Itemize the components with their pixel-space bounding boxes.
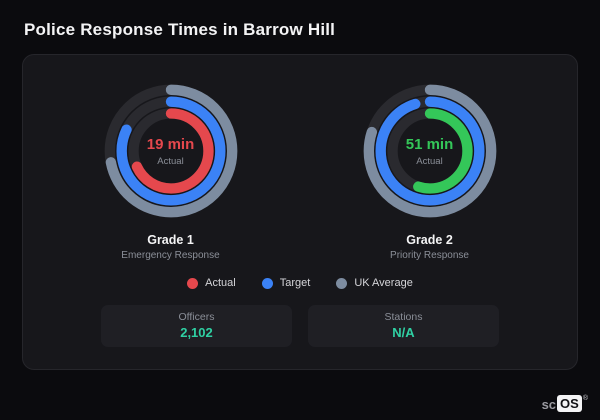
registered-mark-icon: ® bbox=[582, 395, 588, 402]
legend-label: Actual bbox=[205, 277, 236, 289]
watermark-prefix: sc bbox=[541, 397, 557, 412]
gauge-subtitle: Priority Response bbox=[390, 250, 469, 261]
ring-target bbox=[115, 96, 226, 206]
gauge-subtitle: Emergency Response bbox=[121, 250, 220, 261]
gauge-chart-grade-1: 19 min Actual bbox=[97, 77, 245, 225]
stat-label: Officers bbox=[178, 311, 215, 323]
chart-legend: Actual Target UK Average bbox=[41, 277, 559, 289]
response-times-card: 19 min Actual Grade 1 Emergency Response 51 … bbox=[22, 54, 578, 370]
ring-uk-average bbox=[363, 84, 496, 218]
gauges-row: 19 min Actual Grade 1 Emergency Response 51 … bbox=[41, 77, 559, 261]
gauge-grade-1: 19 min Actual Grade 1 Emergency Response bbox=[41, 77, 300, 261]
gauge-grade-2: 51 min Actual Grade 2 Priority Response bbox=[300, 77, 559, 261]
stat-label: Stations bbox=[384, 311, 423, 323]
ring-target bbox=[374, 96, 485, 206]
ring-actual bbox=[127, 108, 214, 194]
legend-item-actual[interactable]: Actual bbox=[187, 277, 236, 289]
stats-row: Officers 2,102 Stations N/A bbox=[41, 305, 559, 347]
ring-actual bbox=[386, 108, 473, 194]
scos-watermark: sc OS ® bbox=[542, 395, 588, 412]
legend-label: UK Average bbox=[354, 277, 413, 289]
gauge-title: Grade 2 bbox=[406, 233, 453, 247]
watermark-chip: OS bbox=[557, 395, 582, 412]
stat-box-officers: Officers 2,102 bbox=[101, 305, 292, 347]
gauge-chart-grade-2: 51 min Actual bbox=[356, 77, 504, 225]
legend-dot-icon bbox=[187, 277, 199, 289]
stat-value: N/A bbox=[392, 325, 415, 340]
ring-uk-average bbox=[104, 84, 237, 218]
legend-dot-icon bbox=[261, 277, 273, 289]
gauge-svg-grade-2 bbox=[363, 84, 496, 218]
legend-dot-icon bbox=[336, 277, 348, 289]
stat-value: 2,102 bbox=[180, 325, 213, 340]
stat-box-stations: Stations N/A bbox=[308, 305, 499, 347]
legend-item-uk-average[interactable]: UK Average bbox=[336, 277, 413, 289]
legend-label: Target bbox=[279, 277, 311, 289]
gauge-svg-grade-1 bbox=[104, 84, 237, 218]
gauge-title: Grade 1 bbox=[147, 233, 194, 247]
legend-item-target[interactable]: Target bbox=[261, 277, 311, 289]
page-title: Police Response Times in Barrow Hill bbox=[24, 20, 336, 39]
